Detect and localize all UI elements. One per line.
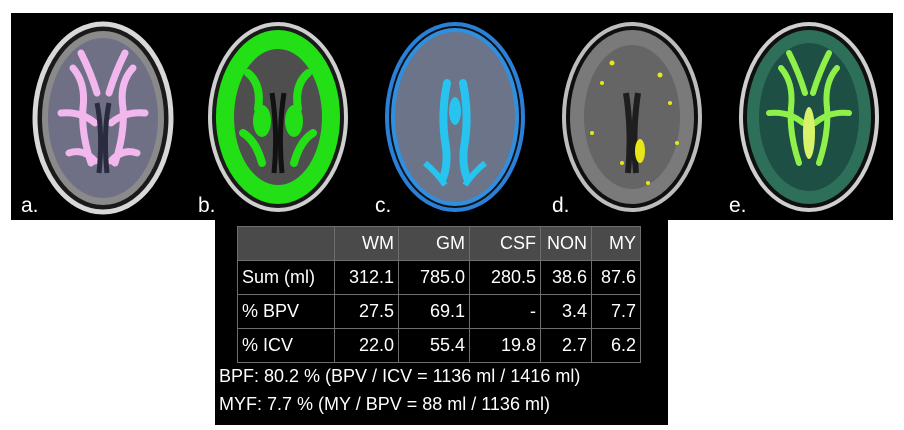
table-cell: 87.6 [591, 260, 641, 295]
table-cell: 69.1 [398, 294, 470, 329]
column-header [237, 226, 335, 261]
column-header: WM [334, 226, 399, 261]
table-header-row: WM GM CSF NON MY [237, 226, 641, 261]
panel-label: e. [729, 194, 747, 217]
brain-image-wm [32, 21, 174, 215]
table-cell: 22.0 [334, 328, 399, 363]
table-cell: 27.5 [334, 294, 399, 329]
myf-summary: MYF: 7.7 % (MY / BPV = 88 ml / 1136 ml) [219, 394, 550, 414]
panel-label: a. [21, 194, 39, 217]
brain-image-csf [385, 22, 525, 212]
column-header: MY [591, 226, 641, 261]
table-cell: 38.6 [540, 260, 592, 295]
volume-table: WM GM CSF NON MY Sum (ml) 312.1 785.0 28… [237, 226, 641, 363]
panel-label: d. [552, 194, 570, 217]
table-cell: 7.7 [591, 294, 641, 329]
table-cell: 6.2 [591, 328, 641, 363]
table-cell: 3.4 [540, 294, 592, 329]
panel-c-csf-segmentation: c. [365, 13, 541, 220]
column-header: GM [398, 226, 470, 261]
row-label: Sum (ml) [237, 260, 335, 295]
volume-stats-box: WM GM CSF NON MY Sum (ml) 312.1 785.0 28… [215, 220, 668, 425]
row-label: % ICV [237, 328, 335, 363]
brain-image-non [562, 22, 702, 212]
brain-mri-panel-strip: a. b. c. [11, 13, 893, 220]
panel-label: b. [198, 194, 216, 217]
row-label: % BPV [237, 294, 335, 329]
table-cell: 312.1 [334, 260, 399, 295]
panel-e-my-segmentation: e. [719, 13, 893, 220]
table-row: % BPV 27.5 69.1 - 3.4 7.7 [237, 294, 641, 329]
table-cell: - [469, 294, 541, 329]
panel-d-non-segmentation: d. [542, 13, 718, 220]
table-row: % ICV 22.0 55.4 19.8 2.7 6.2 [237, 328, 641, 363]
panel-label: c. [375, 194, 392, 217]
table-cell: 55.4 [398, 328, 470, 363]
column-header: CSF [469, 226, 541, 261]
column-header: NON [540, 226, 592, 261]
table-cell: 785.0 [398, 260, 470, 295]
table-cell: 280.5 [469, 260, 541, 295]
bpf-summary: BPF: 80.2 % (BPV / ICV = 1136 ml / 1416 … [219, 366, 581, 386]
panel-b-gm-segmentation: b. [188, 13, 364, 220]
panel-a-wm-segmentation: a. [11, 13, 187, 220]
brain-image-my [739, 22, 879, 212]
table-cell: 2.7 [540, 328, 592, 363]
table-cell: 19.8 [469, 328, 541, 363]
brain-image-gm [208, 22, 348, 212]
table-row: Sum (ml) 312.1 785.0 280.5 38.6 87.6 [237, 260, 641, 295]
